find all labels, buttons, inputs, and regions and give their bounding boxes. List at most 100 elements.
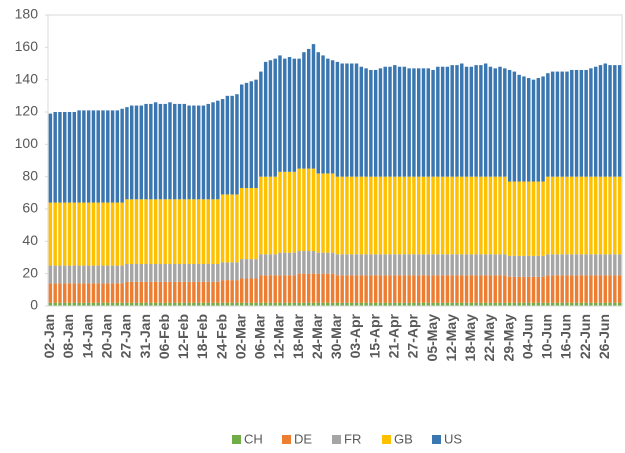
bar-segment: [402, 254, 407, 276]
bar-segment: [53, 265, 57, 284]
bar-segment: [249, 259, 254, 279]
bar-segment: [206, 199, 210, 264]
bar-segment: [177, 302, 182, 306]
bar-segment: [617, 275, 622, 303]
bar-segment: [53, 202, 57, 266]
bar-segment: [378, 302, 383, 306]
bar-segment: [244, 82, 249, 188]
bar-segment: [373, 176, 378, 255]
bar-segment: [431, 176, 435, 255]
x-tick-label: 30-Mar: [328, 313, 344, 359]
bar-segment: [393, 65, 397, 177]
bar-segment: [201, 263, 206, 282]
x-tick-label: 22-May: [481, 314, 497, 362]
bar-segment: [292, 275, 297, 303]
bar-segment: [613, 275, 617, 303]
bar-segment: [546, 176, 550, 255]
bar-segment: [570, 302, 574, 306]
bar-segment: [63, 283, 67, 303]
bar-segment: [144, 302, 148, 306]
bar-segment: [201, 199, 206, 264]
bar-segment: [617, 176, 622, 255]
bar-segment: [235, 280, 239, 303]
bar-segment: [326, 252, 330, 274]
bar-segment: [110, 302, 115, 306]
bar-segment: [149, 103, 153, 200]
bar-segment: [72, 283, 77, 303]
bar-segment: [464, 275, 469, 303]
bar-segment: [369, 302, 373, 306]
bar-segment: [593, 302, 598, 306]
bar-segment: [340, 275, 344, 303]
legend-label: US: [444, 431, 462, 446]
bar-segment: [402, 176, 407, 255]
bar-segment: [283, 171, 287, 253]
bar-segment: [598, 65, 603, 177]
x-tick-label: 27-Apr: [405, 313, 421, 358]
y-tick-label: 160: [15, 38, 39, 54]
bar-segment: [345, 275, 349, 303]
bar-segment: [321, 173, 325, 253]
bar-segment: [249, 278, 254, 303]
bar-segment: [488, 275, 493, 303]
bar-segment: [527, 302, 531, 306]
bar-segment: [354, 302, 359, 306]
bar-segment: [388, 302, 392, 306]
bar-segment: [292, 58, 297, 172]
bar-segment: [479, 65, 483, 177]
bar-segment: [196, 281, 201, 303]
bar-segment: [593, 275, 598, 303]
bar-segment: [608, 176, 612, 255]
y-tick-label: 120: [15, 103, 39, 119]
x-tick-label: 21-Apr: [385, 313, 401, 358]
bar-segment: [474, 302, 478, 306]
bar-segment: [426, 68, 430, 177]
bar-segment: [283, 302, 287, 306]
bar-segment: [292, 252, 297, 276]
x-tick-label: 12-Mar: [271, 313, 287, 359]
bar-segment: [527, 255, 531, 277]
bar-segment: [77, 202, 81, 266]
bar-segment: [330, 252, 335, 274]
bar-segment: [503, 176, 507, 255]
bar-segment: [450, 176, 454, 255]
bar-segment: [158, 199, 163, 264]
bar-segment: [263, 275, 268, 303]
bar-segment: [402, 302, 407, 306]
bar-segment: [120, 108, 124, 203]
bar-segment: [302, 251, 306, 274]
bar-segment: [273, 58, 277, 177]
bar-segment: [48, 302, 53, 306]
bar-segment: [311, 251, 316, 274]
bar-segment: [321, 55, 325, 174]
bar-segment: [598, 176, 603, 255]
x-tick-label: 08-Jan: [60, 314, 76, 358]
bar-segment: [354, 63, 359, 177]
bar-segment: [177, 281, 182, 303]
bar-segment: [354, 254, 359, 276]
bar-segment: [86, 202, 91, 266]
bar-segment: [211, 281, 215, 303]
bar-segment: [593, 66, 598, 177]
bar-segment: [431, 302, 435, 306]
bar-segment: [488, 66, 493, 177]
bar-segment: [570, 275, 574, 303]
bar-segment: [450, 254, 454, 276]
bar-segment: [565, 302, 569, 306]
bar-segment: [101, 110, 105, 203]
bar-segment: [211, 263, 215, 282]
bar-segment: [254, 278, 258, 303]
bar-segment: [412, 302, 416, 306]
bar-segment: [82, 202, 86, 266]
bar-segment: [120, 283, 124, 303]
legend-swatch: [382, 435, 391, 444]
bar-segment: [378, 275, 383, 303]
bar-segment: [340, 176, 344, 255]
bar-segment: [311, 273, 316, 303]
bar-segment: [397, 66, 402, 177]
x-tick-label: 02-Jan: [41, 314, 57, 358]
bar-segment: [63, 112, 67, 203]
bar-segment: [106, 302, 110, 306]
bar-segment: [531, 276, 536, 303]
